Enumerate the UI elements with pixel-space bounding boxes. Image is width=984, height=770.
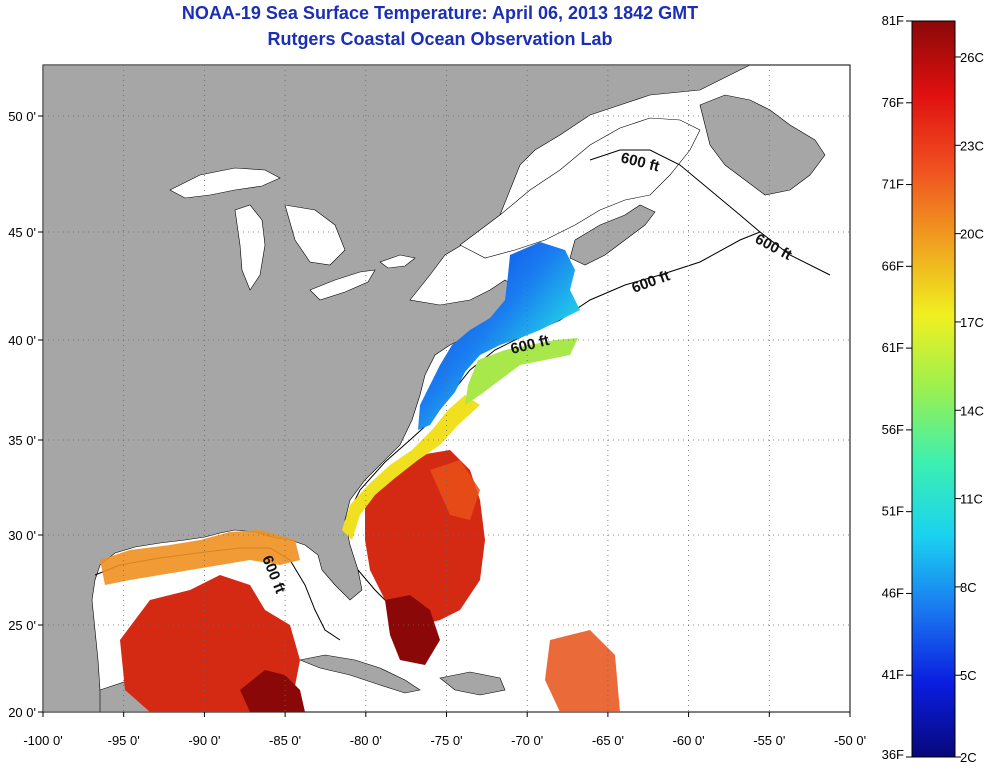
lake-erie-ontario xyxy=(309,254,416,301)
land-newfoundland xyxy=(699,94,826,196)
lake-michigan-huron xyxy=(234,204,346,291)
y-tick-label: 50 0' xyxy=(8,109,36,124)
colorbar-c-label: 23C xyxy=(960,138,984,153)
colorbar-f-label: 81F xyxy=(882,13,904,28)
sst-gulf-warm xyxy=(120,575,300,712)
colorbar-celsius-labels: 26C 23C 20C 17C 14C 11C 8C 5C 2C xyxy=(955,50,984,765)
land-hispaniola xyxy=(439,671,506,696)
colorbar-c-label: 2C xyxy=(960,750,977,765)
sst-gulf-edge xyxy=(100,530,300,585)
colorbar-c-label: 26C xyxy=(960,50,984,65)
st-lawrence-estuary xyxy=(459,117,701,259)
colorbar-f-label: 46F xyxy=(882,585,904,600)
colorbar-c-label: 14C xyxy=(960,403,984,418)
colorbar-f-label: 61F xyxy=(882,340,904,355)
colorbar-fahrenheit-labels: 81F 76F 71F 66F 61F 56F 51F 46F 41F 36F xyxy=(882,13,912,762)
colorbar-c-label: 20C xyxy=(960,227,984,242)
land-cuba xyxy=(298,654,421,694)
colorbar-f-label: 36F xyxy=(882,747,904,762)
x-tick-label: -100 0' xyxy=(23,733,62,748)
colorbar-c-label: 5C xyxy=(960,668,977,683)
x-tick-label: -50 0' xyxy=(834,733,866,748)
sst-shelf-warm-edge xyxy=(465,338,578,405)
colorbar-f-label: 56F xyxy=(882,422,904,437)
y-axis: 20 0' 25 0' 30 0' 35 0' 40 0' 45 0' 50 0' xyxy=(8,109,43,720)
y-tick-label: 25 0' xyxy=(8,618,36,633)
y-tick-label: 30 0' xyxy=(8,528,36,543)
map-subtitle: Rutgers Coastal Ocean Observation Lab xyxy=(267,29,613,49)
colorbar-f-label: 66F xyxy=(882,258,904,273)
colorbar xyxy=(911,20,956,758)
y-tick-label: 20 0' xyxy=(8,705,36,720)
sst-gulf-stream xyxy=(342,395,480,540)
sst-shelf-cold xyxy=(418,242,580,430)
x-tick-label: -60 0' xyxy=(673,733,705,748)
x-axis: -100 0' -95 0' -90 0' -85 0' -80 0' -75 0' -70… xyxy=(23,712,866,748)
x-tick-label: -75 0' xyxy=(430,733,462,748)
y-tick-label: 40 0' xyxy=(8,333,36,348)
sst-bahamas-hot xyxy=(385,595,440,665)
sst-atlantic-scatter xyxy=(430,460,620,712)
lake-superior xyxy=(169,167,281,199)
colorbar-c-label: 11C xyxy=(960,492,983,507)
colorbar-f-label: 76F xyxy=(882,95,904,110)
colorbar-c-label: 8C xyxy=(960,580,977,595)
colorbar-f-label: 51F xyxy=(882,504,904,519)
y-tick-label: 35 0' xyxy=(8,433,36,448)
x-tick-label: -70 0' xyxy=(511,733,543,748)
x-tick-label: -90 0' xyxy=(188,733,220,748)
x-tick-label: -95 0' xyxy=(108,733,140,748)
contour-canada xyxy=(589,149,761,233)
y-tick-label: 45 0' xyxy=(8,225,36,240)
colorbar-c-label: 17C xyxy=(960,315,984,330)
x-tick-label: -80 0' xyxy=(350,733,382,748)
x-tick-label: -55 0' xyxy=(753,733,785,748)
x-tick-label: -65 0' xyxy=(592,733,624,748)
sst-gulf-hot xyxy=(240,670,305,712)
map-title: NOAA-19 Sea Surface Temperature: April 0… xyxy=(181,3,699,23)
colorbar-f-label: 71F xyxy=(882,177,904,192)
land-nova-scotia xyxy=(569,204,656,266)
colorbar-f-label: 41F xyxy=(882,667,904,682)
x-tick-label: -85 0' xyxy=(269,733,301,748)
